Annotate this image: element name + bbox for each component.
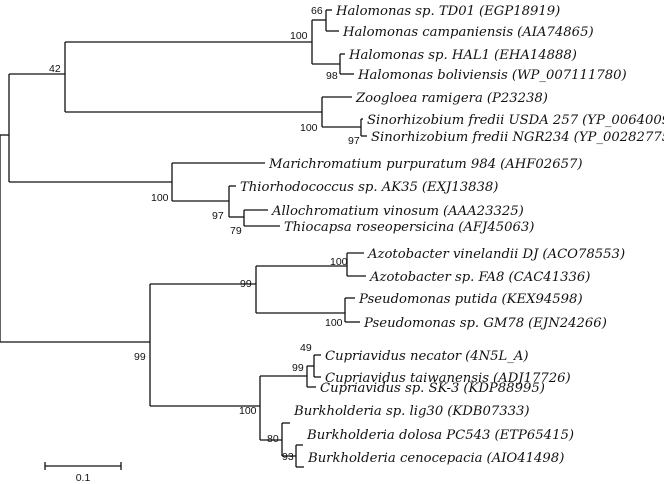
leaf-taxon: Halomonas sp. HAL1: [348, 48, 490, 63]
leaf-label: Halomonas sp. TD01 (EGP18919): [335, 4, 560, 19]
bootstrap-value: 98: [326, 70, 338, 82]
leaf-taxon: Sinorhizobium fredii NGR234: [371, 130, 570, 145]
leaf-accession: (AIA74865): [517, 25, 594, 40]
leaf-accession: (AFJ45063): [458, 220, 534, 235]
bootstrap-value: 99: [134, 351, 146, 363]
leaf-label: Thiorhodococcus sp. AK35 (EXJ13838): [240, 180, 498, 195]
leaf-label: Halomonas campaniensis (AIA74865): [342, 25, 594, 40]
bootstrap-value: 100: [325, 317, 343, 329]
leaf-accession: (AIO41498): [487, 451, 565, 466]
leaf-accession: (EHA14888): [494, 48, 577, 63]
leaf-taxon: Cupriavidus taiwanensis: [325, 371, 489, 386]
leaf-labels: Halomonas sp. TD01 (EGP18919) Halomonas c…: [240, 4, 664, 466]
bootstrap-value: 49: [300, 342, 312, 354]
scale-bar-label: 0.1: [76, 472, 91, 484]
leaf-taxon: Thiocapsa roseopersicina: [284, 220, 454, 235]
leaf-taxon: Allochromatium vinosum: [271, 204, 439, 219]
bootstrap-value: 99: [240, 278, 252, 290]
leaf-label: Cupriavidus sp. SK-3 (KDP88995): [320, 381, 545, 396]
tree-branches: [0, 9, 367, 468]
leaf-taxon: Pseudomonas sp. GM78: [363, 316, 524, 331]
bootstrap-value: 97: [348, 135, 360, 147]
leaf-accession: (P23238): [487, 91, 548, 106]
bootstrap-value: 97: [212, 210, 224, 222]
leaf-accession: (WP_007111780): [512, 68, 627, 83]
leaf-taxon: Cupriavidus necator: [325, 349, 462, 364]
leaf-accession: (CAC41336): [508, 270, 590, 285]
leaf-label: Cupriavidus necator (4N5L_A): [325, 349, 529, 364]
leaf-accession: (AAA23325): [443, 204, 524, 219]
leaf-taxon: Halomonas sp. TD01: [335, 4, 475, 19]
leaf-taxon: Azotobacter sp. FA8: [369, 270, 504, 285]
leaf-accession: (KEX94598): [501, 292, 582, 307]
leaf-label: Halomonas sp. HAL1 (EHA14888): [348, 48, 577, 63]
bootstrap-values: 66 100 98 42 100 97 100 97 79 100 99 100…: [49, 5, 360, 463]
leaf-label: Allochromatium vinosum (AAA23325): [271, 204, 524, 219]
leaf-accession: (YP_002827755): [574, 130, 664, 145]
bootstrap-value: 100: [239, 405, 257, 417]
leaf-accession: (ADJ17726): [493, 371, 571, 386]
leaf-taxon: Marichromatium purpuratum 984: [268, 157, 496, 172]
leaf-label: Thiocapsa roseopersicina (AFJ45063): [284, 220, 534, 235]
leaf-taxon: Azotobacter vinelandii DJ: [367, 247, 539, 262]
leaf-label: Sinorhizobium fredii NGR234 (YP_002827755…: [371, 130, 664, 145]
leaf-accession: (EJN24266): [528, 316, 607, 331]
bootstrap-value: 80: [267, 433, 279, 445]
leaf-accession: (AHF02657): [500, 157, 582, 172]
leaf-label: Azotobacter vinelandii DJ (ACO78553): [367, 247, 625, 262]
leaf-accession: (ETP65415): [494, 428, 574, 443]
leaf-taxon: Halomonas boliviensis: [357, 68, 508, 83]
leaf-accession: (EXJ13838): [422, 180, 499, 195]
bootstrap-value: 42: [49, 63, 61, 75]
scale-bar-line: [44, 462, 122, 470]
bootstrap-value: 66: [311, 5, 323, 17]
leaf-taxon: Halomonas campaniensis: [342, 25, 513, 40]
leaf-accession: (YP_006400982): [582, 113, 664, 128]
bootstrap-value: 79: [230, 225, 242, 237]
leaf-label: Pseudomonas putida (KEX94598): [358, 292, 583, 307]
leaf-label: Cupriavidus taiwanensis (ADJ17726): [325, 371, 571, 386]
leaf-label: Burkholderia cenocepacia (AIO41498): [307, 451, 564, 466]
leaf-label: Pseudomonas sp. GM78 (EJN24266): [363, 316, 607, 331]
leaf-label: Burkholderia dolosa PC543 (ETP65415): [306, 428, 574, 443]
leaf-label: Burkholderia sp. lig30 (KDB07333): [293, 404, 530, 419]
leaf-label: Sinorhizobium fredii USDA 257(YP_0064009…: [367, 113, 664, 128]
leaf-label: Zoogloea ramigera (P23238): [355, 91, 548, 106]
leaf-taxon: Burkholderia dolosa PC543: [306, 428, 490, 443]
leaf-accession: (4N5L_A): [465, 349, 528, 364]
bootstrap-value: 100: [290, 30, 308, 42]
leaf-taxon: Sinorhizobium fredii USDA 257: [367, 113, 579, 128]
leaf-taxon: Pseudomonas putida: [358, 292, 497, 307]
leaf-taxon: Cupriavidus sp. SK-3: [320, 381, 459, 396]
bootstrap-value: 99: [292, 362, 304, 374]
leaf-accession: (KDP88995): [463, 381, 545, 396]
leaf-accession: (ACO78553): [542, 247, 625, 262]
leaf-taxon: Zoogloea ramigera: [355, 91, 483, 106]
leaf-accession: (KDB07333): [447, 404, 529, 419]
leaf-label: Halomonas boliviensis (WP_007111780): [357, 68, 627, 83]
leaf-taxon: Burkholderia sp. lig30: [293, 404, 443, 419]
bootstrap-value: 100: [300, 122, 318, 134]
scale-bar: 0.1: [44, 462, 122, 484]
leaf-label: Marichromatium purpuratum 984 (AHF02657): [268, 157, 583, 172]
leaf-taxon: Thiorhodococcus sp. AK35: [240, 180, 418, 195]
bootstrap-value: 93: [282, 451, 294, 463]
leaf-taxon: Burkholderia cenocepacia: [307, 451, 483, 466]
leaf-accession: (EGP18919): [479, 4, 560, 19]
bootstrap-value: 100: [151, 192, 169, 204]
leaf-label: Azotobacter sp. FA8 (CAC41336): [369, 270, 590, 285]
bootstrap-value: 100: [330, 256, 348, 268]
